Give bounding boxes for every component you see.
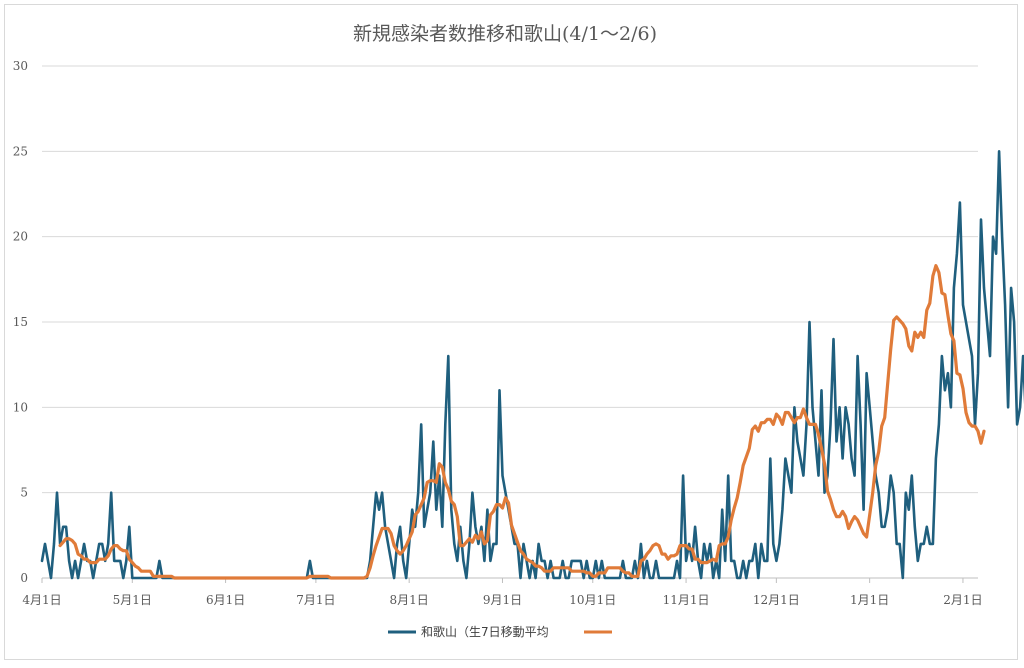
chart-frame: 新規感染者数推移和歌山(4/1〜2/6)	[4, 4, 1018, 660]
x-tick-label: 5月1日	[113, 593, 152, 607]
series-lines	[40, 150, 1024, 580]
gridlines	[42, 65, 978, 579]
x-tick-label: 10月1日	[569, 593, 616, 607]
y-tick-label: 15	[13, 315, 28, 329]
series-line-average	[58, 264, 986, 580]
x-tick-label: 12月1日	[753, 593, 800, 607]
series-line-daily	[40, 150, 1024, 580]
y-tick-label: 20	[13, 230, 28, 244]
x-tick-label: 9月1日	[483, 593, 522, 607]
y-tick-label: 30	[13, 59, 28, 73]
x-tick-label: 6月1日	[206, 593, 245, 607]
x-tick-label: 7月1日	[296, 593, 335, 607]
y-tick-label: 25	[13, 144, 28, 158]
legend-label-daily: 和歌山（生7日移動平均	[421, 624, 549, 639]
y-tick-label: 10	[13, 400, 28, 414]
y-tick-label: 5	[20, 486, 28, 500]
x-tick-label: 1月1日	[850, 593, 889, 607]
legend: 和歌山（生7日移動平均	[388, 624, 612, 639]
x-tick-label: 2月1日	[943, 593, 982, 607]
chart-title: 新規感染者数推移和歌山(4/1〜2/6)	[353, 23, 657, 45]
y-tick-label: 0	[20, 571, 28, 585]
x-axis: 4月1日 5月1日 6月1日 7月1日 8月1日 9月1日 10月1日 11月1日 12月1日 1…	[22, 578, 983, 607]
x-tick-label: 11月1日	[663, 593, 710, 607]
x-tick-label: 4月1日	[22, 593, 61, 607]
y-axis-labels: 0 5 10 15 20 25 30	[13, 59, 28, 585]
x-tick-label: 8月1日	[390, 593, 429, 607]
